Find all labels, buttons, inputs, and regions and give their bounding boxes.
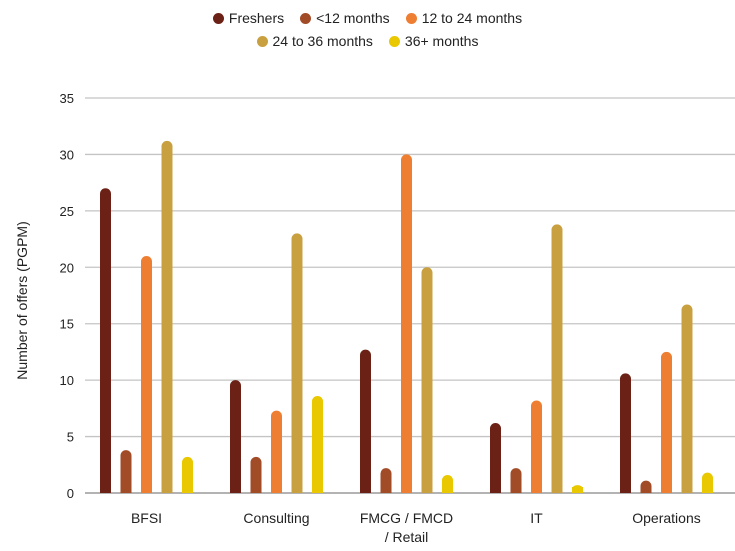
bar-base [421,487,433,493]
bar [620,373,631,493]
bar-base [661,487,672,493]
bar-base [312,487,323,493]
bar [510,468,522,493]
legend-label: <12 months [316,10,390,26]
y-tick-label: 10 [60,373,74,388]
legend-row-1: Freshers <12 months 12 to 24 months [0,10,735,26]
y-tick-label: 20 [60,260,74,275]
bar-base [702,487,713,493]
bar [681,304,693,493]
y-tick-label: 0 [67,486,74,501]
bar-base [141,487,152,493]
bar-base [250,487,262,493]
bar [271,410,282,493]
bar [182,456,193,493]
y-tick-label: 25 [60,204,74,219]
bar-base [360,487,371,493]
bar-base [100,487,111,493]
bar-base [182,487,193,493]
y-axis-label: Number of offers (PGPM) [14,221,30,379]
bar [421,267,433,493]
y-tick-label: 5 [67,430,74,445]
bar [312,395,323,493]
x-category-label: BFSI [131,510,162,526]
legend-swatch-24to36 [256,35,268,47]
bar-base [442,487,453,493]
bar-base [401,487,412,493]
legend-label: 12 to 24 months [421,10,523,26]
legend-item-24to36[interactable]: 24 to 36 months [256,33,373,49]
bar-base [551,487,563,493]
y-tick-label: 35 [60,91,74,106]
y-tick-label: 15 [60,317,74,332]
legend-label: 36+ months [404,33,479,49]
legend-swatch-36plus [388,35,400,47]
bar [490,423,501,493]
legend-item-freshers[interactable]: Freshers [212,10,285,26]
bar-base [291,487,303,493]
y-tick-label: 30 [60,147,74,162]
bar-base [681,487,693,493]
bar [120,450,132,493]
legend-label: Freshers [228,10,285,26]
bar-base [640,487,652,493]
bar-base [230,487,241,493]
bar [380,468,392,493]
bar-base [531,487,542,493]
x-category-label: FMCG / FMCD [360,510,453,526]
legend-swatch-lt12 [300,12,312,24]
bar-base [620,487,631,493]
legend-swatch-freshers [212,12,224,24]
legend-swatch-12to24 [405,12,417,24]
bar-base [380,487,392,493]
bar-base [490,487,501,493]
bar [551,224,563,493]
x-category-label: / Retail [385,529,429,545]
bar-base [572,487,583,493]
bar [250,456,262,493]
x-category-label: IT [530,510,543,526]
bar-base [120,487,132,493]
legend-label: 24 to 36 months [272,33,373,49]
bar [100,188,111,494]
bar [161,140,173,493]
legend-item-lt12[interactable]: <12 months [300,10,390,26]
legend-item-36plus[interactable]: 36+ months [388,33,479,49]
bar [141,256,152,493]
bar [531,400,542,493]
bar [360,349,371,493]
bar [401,154,412,493]
x-category-label: Consulting [243,510,309,526]
bar-base [510,487,522,493]
bar [291,233,303,493]
bar-base [271,487,282,493]
bar [230,380,241,493]
bar-base [161,487,173,493]
bar [661,351,672,493]
legend-item-12to24[interactable]: 12 to 24 months [405,10,523,26]
legend-row-2: 24 to 36 months 36+ months [0,33,735,49]
x-category-label: Operations [632,510,700,526]
